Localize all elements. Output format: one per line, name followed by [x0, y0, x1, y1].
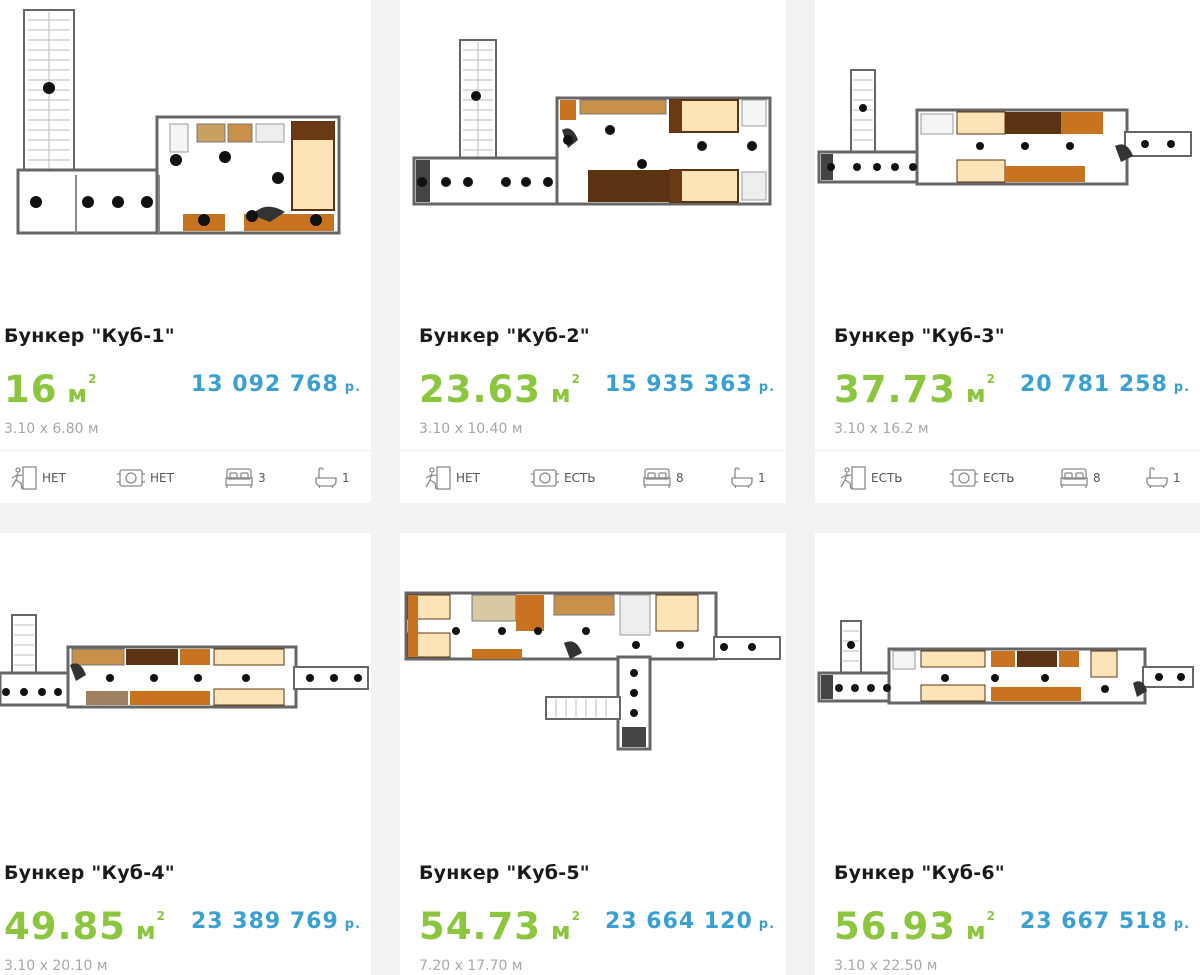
product-card-kub-6[interactable]: Бункер "Куб-6" 56.93 м2 23 667 518 р. 3.10… [815, 533, 1200, 975]
features-row: ЕСТЬ ЕСТЬ 8 1 [815, 450, 1200, 503]
ventilation-icon [117, 469, 145, 487]
exit-value: НЕТ [42, 471, 66, 485]
product-card-kub-4[interactable]: Бункер "Куб-4" 49.85 м2 23 389 769 р. 3.10… [0, 533, 371, 975]
bed-icon [225, 468, 253, 488]
exit-value: ЕСТЬ [871, 471, 903, 485]
floor-plan-image[interactable] [815, 533, 1200, 823]
features-row: НЕТ ЕСТЬ 8 1 [400, 450, 786, 503]
emergency-exit-icon [840, 466, 866, 490]
area-value: 56.93 м2 [834, 905, 997, 948]
feature-emergency-exit: ЕСТЬ [839, 451, 903, 503]
ventilation-value: ЕСТЬ [983, 471, 1015, 485]
product-card-kub-3[interactable]: Бункер "Куб-3" 37.73 м2 20 781 258 р. 3.10… [815, 0, 1200, 503]
dimensions-text: 3.10 х 16.2 м [834, 421, 929, 437]
ventilation-value: ЕСТЬ [564, 471, 596, 485]
card-title[interactable]: Бункер "Куб-4" [4, 862, 175, 884]
baths-value: 1 [342, 471, 350, 485]
card-title[interactable]: Бункер "Куб-6" [834, 862, 1005, 884]
bed-icon [643, 468, 671, 488]
beds-value: 8 [1093, 471, 1101, 485]
card-title[interactable]: Бункер "Куб-3" [834, 325, 1005, 347]
feature-ventilation: НЕТ [116, 451, 174, 503]
product-card-kub-1[interactable]: Бункер "Куб-1" 16 м2 13 092 768 р. 3.10 х … [0, 0, 371, 503]
feature-beds: 3 [224, 451, 266, 503]
area-value: 23.63 м2 [419, 368, 582, 411]
beds-value: 3 [258, 471, 266, 485]
feature-ventilation: ЕСТЬ [530, 451, 596, 503]
beds-value: 8 [676, 471, 684, 485]
price-value: 23 389 769 р. [191, 909, 362, 934]
bathtub-icon [315, 467, 337, 489]
bathtub-icon [1146, 467, 1168, 489]
emergency-exit-icon [11, 466, 37, 490]
price-value: 23 667 518 р. [1020, 909, 1191, 934]
price-value: 20 781 258 р. [1020, 372, 1191, 397]
ventilation-value: НЕТ [150, 471, 174, 485]
bed-icon [1060, 468, 1088, 488]
dimensions-text: 7.20 х 17.70 м [419, 958, 523, 974]
price-value: 15 935 363 р. [605, 372, 776, 397]
product-card-kub-5[interactable]: Бункер "Куб-5" 54.73 м2 23 664 120 р. 7.20… [400, 533, 786, 975]
feature-baths: 1 [314, 451, 350, 503]
feature-beds: 8 [642, 451, 684, 503]
feature-baths: 1 [1145, 451, 1181, 503]
price-value: 23 664 120 р. [605, 909, 776, 934]
dimensions-text: 3.10 х 10.40 м [419, 421, 523, 437]
area-value: 49.85 м2 [4, 905, 167, 948]
bathtub-icon [731, 467, 753, 489]
card-title[interactable]: Бункер "Куб-2" [419, 325, 590, 347]
feature-emergency-exit: НЕТ [10, 451, 66, 503]
floor-plan-image[interactable] [0, 533, 371, 823]
area-value: 37.73 м2 [834, 368, 997, 411]
price-value: 13 092 768 р. [191, 372, 362, 397]
floor-plan-image[interactable] [0, 0, 371, 290]
feature-baths: 1 [730, 451, 766, 503]
ventilation-icon [950, 469, 978, 487]
dimensions-text: 3.10 х 20.10 м [4, 958, 108, 974]
area-value: 16 м2 [4, 368, 98, 411]
floor-plan-image[interactable] [400, 533, 786, 823]
card-title[interactable]: Бункер "Куб-5" [419, 862, 590, 884]
feature-beds: 8 [1059, 451, 1101, 503]
floor-plan-image[interactable] [400, 0, 786, 290]
exit-value: НЕТ [456, 471, 480, 485]
dimensions-text: 3.10 х 22.50 м [834, 958, 938, 974]
product-card-kub-2[interactable]: Бункер "Куб-2" 23.63 м2 15 935 363 р. 3.10… [400, 0, 786, 503]
features-row: НЕТ НЕТ 3 1 [0, 450, 371, 503]
dimensions-text: 3.10 х 6.80 м [4, 421, 99, 437]
floor-plan-image[interactable] [815, 0, 1200, 290]
emergency-exit-icon [425, 466, 451, 490]
card-title[interactable]: Бункер "Куб-1" [4, 325, 175, 347]
feature-emergency-exit: НЕТ [424, 451, 480, 503]
ventilation-icon [531, 469, 559, 487]
area-value: 54.73 м2 [419, 905, 582, 948]
baths-value: 1 [758, 471, 766, 485]
baths-value: 1 [1173, 471, 1181, 485]
feature-ventilation: ЕСТЬ [949, 451, 1015, 503]
